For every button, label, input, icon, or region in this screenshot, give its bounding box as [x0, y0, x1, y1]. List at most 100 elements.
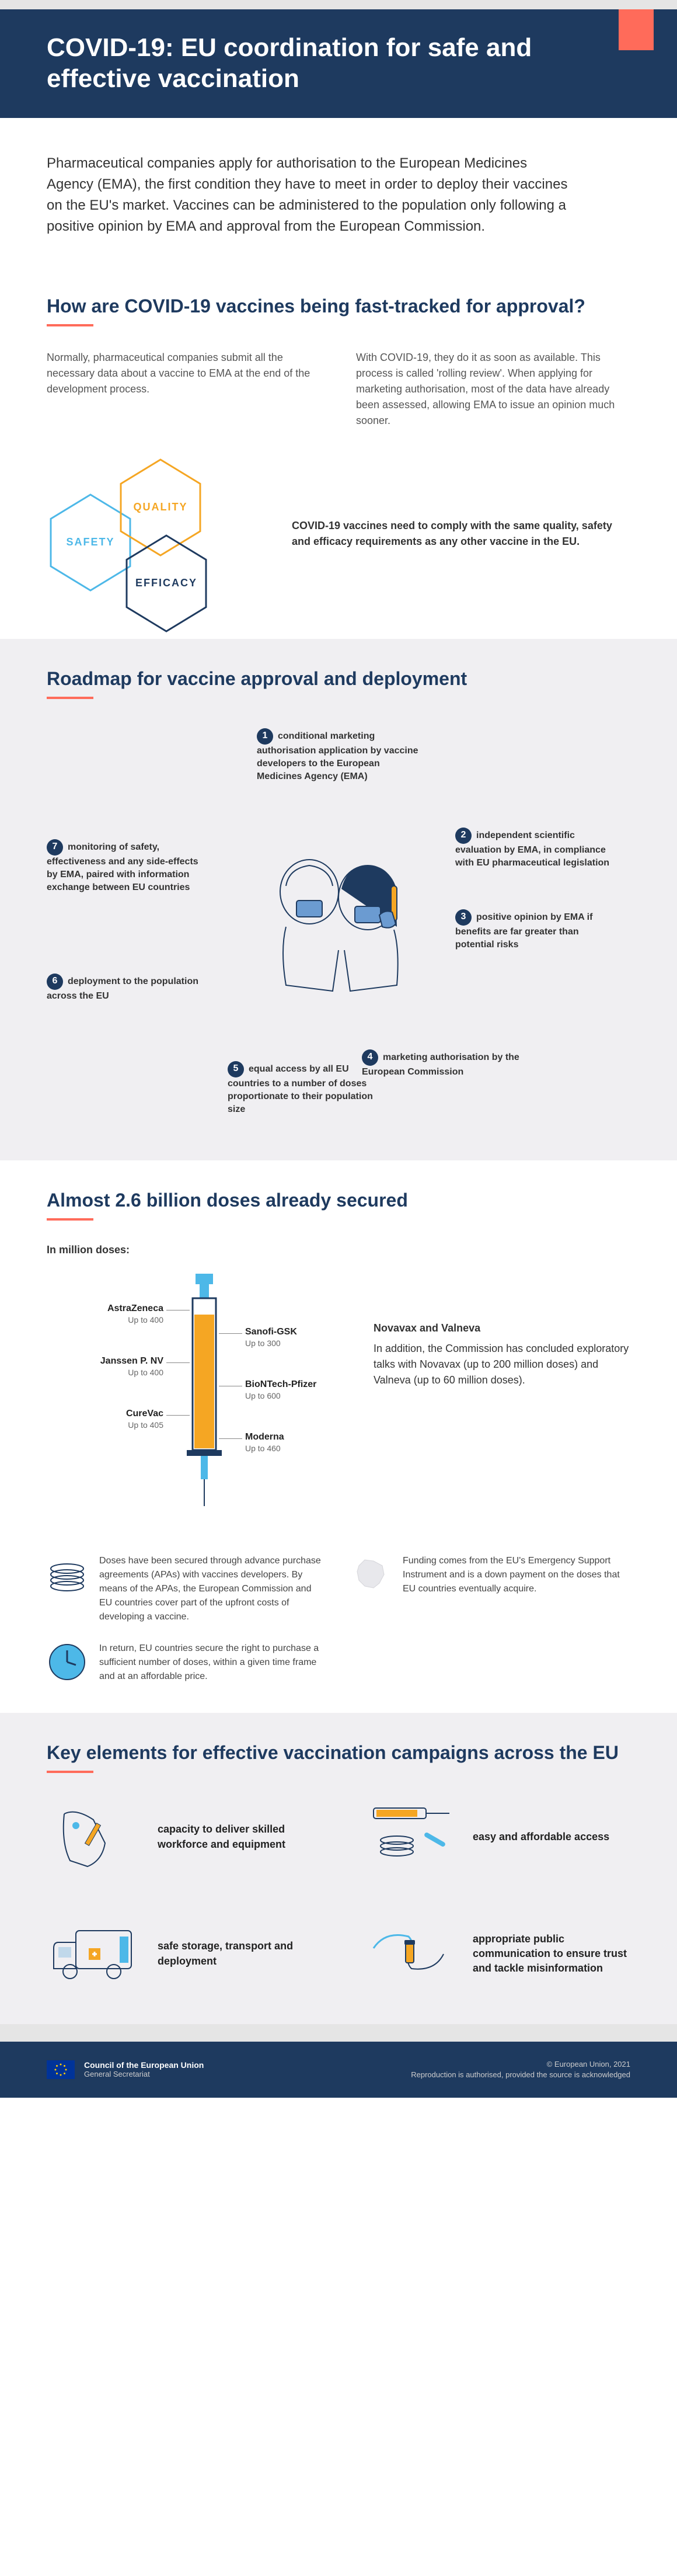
intro-section: Pharmaceutical companies apply for autho… — [0, 118, 677, 266]
clock-icon — [47, 1642, 88, 1682]
scientists-icon — [245, 833, 432, 1020]
step-number: 2 — [455, 828, 472, 844]
connector-line — [166, 1415, 190, 1416]
key-elements-grid: capacity to deliver skilled workforce an… — [47, 1796, 630, 1995]
dose-name: BioNTech-Pfizer — [245, 1379, 316, 1391]
hex-efficacy-label: EFFICACY — [135, 577, 197, 589]
fasttrack-heading: How are COVID-19 vaccines being fast-tra… — [47, 296, 630, 317]
footer-dept: General Secretariat — [84, 2070, 204, 2078]
syringe-coins-icon — [362, 1796, 455, 1878]
hex-safety-label: SAFETY — [66, 536, 114, 548]
hex-quality-label: QUALITY — [134, 501, 188, 513]
dose-sub: Up to 400 — [128, 1315, 163, 1324]
rule — [47, 1771, 93, 1773]
eu-flag-icon — [47, 2060, 75, 2079]
fasttrack-columns: Normally, pharmaceutical companies submi… — [47, 350, 630, 429]
roadmap-step-6: 6deployment to the population across the… — [47, 974, 210, 1003]
truck-icon — [47, 1913, 140, 1995]
ke-text: capacity to deliver skilled workforce an… — [158, 1822, 315, 1851]
syringe-svg — [187, 1274, 222, 1507]
syringe-icon — [187, 1274, 222, 1507]
roadmap-illustration — [245, 833, 432, 1020]
roadmap-step-5: 5equal access by all EU countries to a n… — [228, 1061, 391, 1117]
step-text: deployment to the population across the … — [47, 976, 198, 1000]
ke-text: safe storage, transport and deployment — [158, 1939, 315, 1968]
dose-name: CureVac — [47, 1408, 163, 1420]
header: COVID-19: EU coordination for safe and e… — [0, 9, 677, 118]
dose-item: BioNTech-PfizerUp to 600 — [245, 1379, 316, 1403]
dose-sub: Up to 300 — [245, 1339, 281, 1348]
dose-item: ModernaUp to 460 — [245, 1431, 284, 1456]
rule — [47, 324, 93, 326]
doses-row: AstraZenecaUp to 400 Janssen P. NVUp to … — [47, 1274, 630, 1519]
step-number: 6 — [47, 974, 63, 990]
header-accent — [619, 9, 654, 50]
step-number: 5 — [228, 1061, 244, 1077]
roadmap-step-2: 2independent scientific evaluation by EM… — [455, 828, 619, 870]
dose-sub: Up to 460 — [245, 1444, 281, 1453]
dose-name: AstraZeneca — [47, 1303, 163, 1315]
hex-statement: COVID-19 vaccines need to comply with th… — [292, 518, 630, 550]
dose-name: Sanofi-GSK — [245, 1326, 297, 1339]
apa-col-1: Doses have been secured through advance … — [47, 1554, 327, 1624]
roadmap-heading: Roadmap for vaccine approval and deploym… — [47, 668, 630, 690]
roadmap-step-7: 7monitoring of safety, effectiveness and… — [47, 839, 210, 895]
apa-col-3: Funding comes from the EU's Emergency Su… — [350, 1554, 630, 1596]
dose-name: Janssen P. NV — [47, 1355, 163, 1368]
roadmap-step-3: 3positive opinion by EMA if benefits are… — [455, 909, 619, 952]
novavax-text: In addition, the Commission has conclude… — [374, 1343, 629, 1386]
dose-item: CureVacUp to 405 — [47, 1408, 163, 1433]
apa-text-2: In return, EU countries secure the right… — [99, 1642, 327, 1684]
dose-item: Janssen P. NVUp to 400 — [47, 1355, 163, 1380]
top-stripe — [0, 0, 677, 9]
apa-row-2: In return, EU countries secure the right… — [47, 1642, 630, 1684]
dose-name: Moderna — [245, 1431, 284, 1444]
footer-copyright: © European Union, 2021 — [411, 2059, 630, 2070]
novavax-title: Novavax and Valneva — [374, 1320, 630, 1336]
dose-item: Sanofi-GSKUp to 300 — [245, 1326, 297, 1351]
key-elements-section: Key elements for effective vaccination c… — [0, 1713, 677, 2024]
dose-item: AstraZenecaUp to 400 — [47, 1303, 163, 1327]
syringe-chart: AstraZenecaUp to 400 Janssen P. NVUp to … — [47, 1274, 350, 1519]
apa-text-3: Funding comes from the EU's Emergency Su… — [403, 1554, 630, 1596]
dose-sub: Up to 405 — [128, 1420, 163, 1430]
doses-section: Almost 2.6 billion doses already secured… — [0, 1160, 677, 1713]
ke-item-2: easy and affordable access — [362, 1796, 630, 1878]
hands-vial-icon — [362, 1913, 455, 1995]
hex-group: SAFETY QUALITY EFFICACY — [47, 458, 268, 610]
ke-text: easy and affordable access — [473, 1830, 609, 1844]
doses-heading: Almost 2.6 billion doses already secured — [47, 1190, 630, 1211]
roadmap-step-1: 1conditional marketing authorisation app… — [257, 728, 420, 784]
step-text: conditional marketing authorisation appl… — [257, 731, 418, 781]
intro-text: Pharmaceutical companies apply for autho… — [47, 153, 572, 237]
apa-col-2: In return, EU countries secure the right… — [47, 1642, 327, 1684]
page-root: COVID-19: EU coordination for safe and e… — [0, 0, 677, 2098]
footer-left: Council of the European Union General Se… — [47, 2060, 204, 2079]
connector-line — [219, 1438, 242, 1439]
hex-efficacy: EFFICACY — [123, 534, 210, 633]
footer-org-block: Council of the European Union General Se… — [84, 2060, 204, 2078]
footer-org: Council of the European Union — [84, 2060, 204, 2070]
roadmap-section: Roadmap for vaccine approval and deploym… — [0, 639, 677, 1160]
vaccination-arm-icon — [47, 1796, 140, 1878]
step-number: 7 — [47, 839, 63, 856]
novavax-note: Novavax and Valneva In addition, the Com… — [374, 1274, 630, 1388]
ke-item-1: capacity to deliver skilled workforce an… — [47, 1796, 315, 1878]
footer-reproduction: Reproduction is authorised, provided the… — [411, 2070, 630, 2080]
fasttrack-col1: Normally, pharmaceutical companies submi… — [47, 350, 321, 429]
step-text: equal access by all EU countries to a nu… — [228, 1063, 373, 1114]
connector-line — [166, 1362, 190, 1363]
ke-item-4: appropriate public communication to ensu… — [362, 1913, 630, 1995]
footer-right: © European Union, 2021 Reproduction is a… — [411, 2059, 630, 2080]
rule — [47, 1218, 93, 1221]
footer: Council of the European Union General Se… — [0, 2042, 677, 2098]
ke-item-3: safe storage, transport and deployment — [47, 1913, 315, 1995]
dose-sub: Up to 600 — [245, 1391, 281, 1400]
page-title: COVID-19: EU coordination for safe and e… — [47, 33, 572, 95]
apa-row: Doses have been secured through advance … — [47, 1554, 630, 1624]
step-text: monitoring of safety, effectiveness and … — [47, 842, 198, 892]
coins-icon — [47, 1554, 88, 1595]
step-number: 1 — [257, 728, 273, 745]
roadmap-diagram: 1conditional marketing authorisation app… — [47, 722, 630, 1131]
step-number: 3 — [455, 909, 472, 926]
